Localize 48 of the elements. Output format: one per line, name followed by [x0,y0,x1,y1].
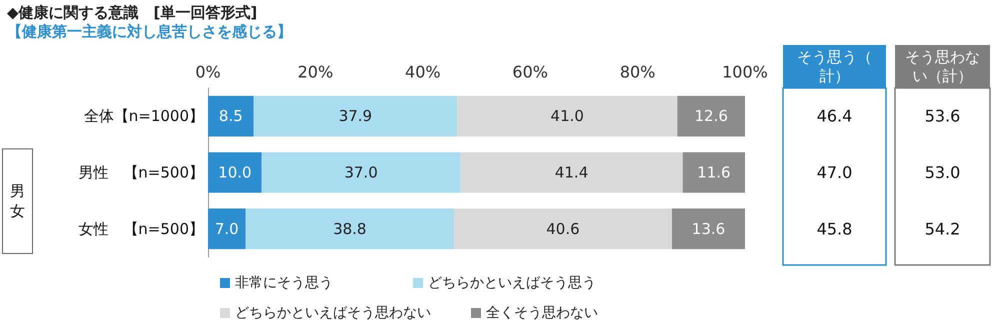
bar [672,208,745,250]
data-label: 12.6 [694,107,728,126]
data-label: 11.6 [697,164,731,182]
chart-subtitle: 【健康第一主義に対し息苦しさを感じる】 [7,22,292,40]
bar [208,208,246,250]
x-tick-label: 20% [298,62,334,82]
data-label: 13.6 [692,220,726,238]
data-label: 37.9 [338,107,372,126]
bar [457,96,678,136]
bar [682,152,745,193]
data-label: 41.0 [550,107,584,126]
y-tick-label: 全体【n=1000】 [84,107,204,126]
bar [208,96,254,136]
bar [254,96,458,136]
text: 男女 [10,182,25,220]
bar [677,96,745,136]
x-tick-label: 80% [620,62,656,82]
text: そう思う（計） [797,48,872,85]
y-tick-label: 女性 【n=500】 [78,220,204,238]
text: 53.0 [924,163,960,182]
data-label: 8.5 [218,107,243,126]
legend-label: どちらかといえばそう思う [428,275,596,291]
text: 46.4 [816,106,852,126]
text: 53.6 [924,106,960,126]
data-label: 37.0 [344,164,378,182]
data-label: 38.8 [333,220,366,238]
data-label: 40.6 [546,220,580,238]
text: 47.0 [816,163,852,182]
bar [246,208,454,250]
legend-label: 非常にそう思う [235,275,333,291]
text: 54.2 [924,219,960,238]
bar [262,152,460,193]
x-tick-label: 100% [722,62,768,82]
text: そう思わない（計） [905,48,980,85]
x-tick-label: 0% [195,62,221,82]
data-label: 10.0 [218,164,252,182]
y-tick-label: 男性 【n=500】 [78,164,204,182]
bar [460,152,683,193]
bar [208,152,262,193]
text: 45.8 [816,219,852,238]
x-tick-label: 40% [405,62,441,82]
legend-label: どちらかといえばそう思わない [235,305,431,321]
data-label: 7.0 [214,220,239,238]
chart-title: ◆健康に関する意識 [単一回答形式] [7,4,258,22]
x-tick-label: 60% [512,62,548,82]
legend-label: 全くそう思わない [486,305,598,321]
bar [454,208,672,250]
data-label: 41.4 [554,164,588,182]
